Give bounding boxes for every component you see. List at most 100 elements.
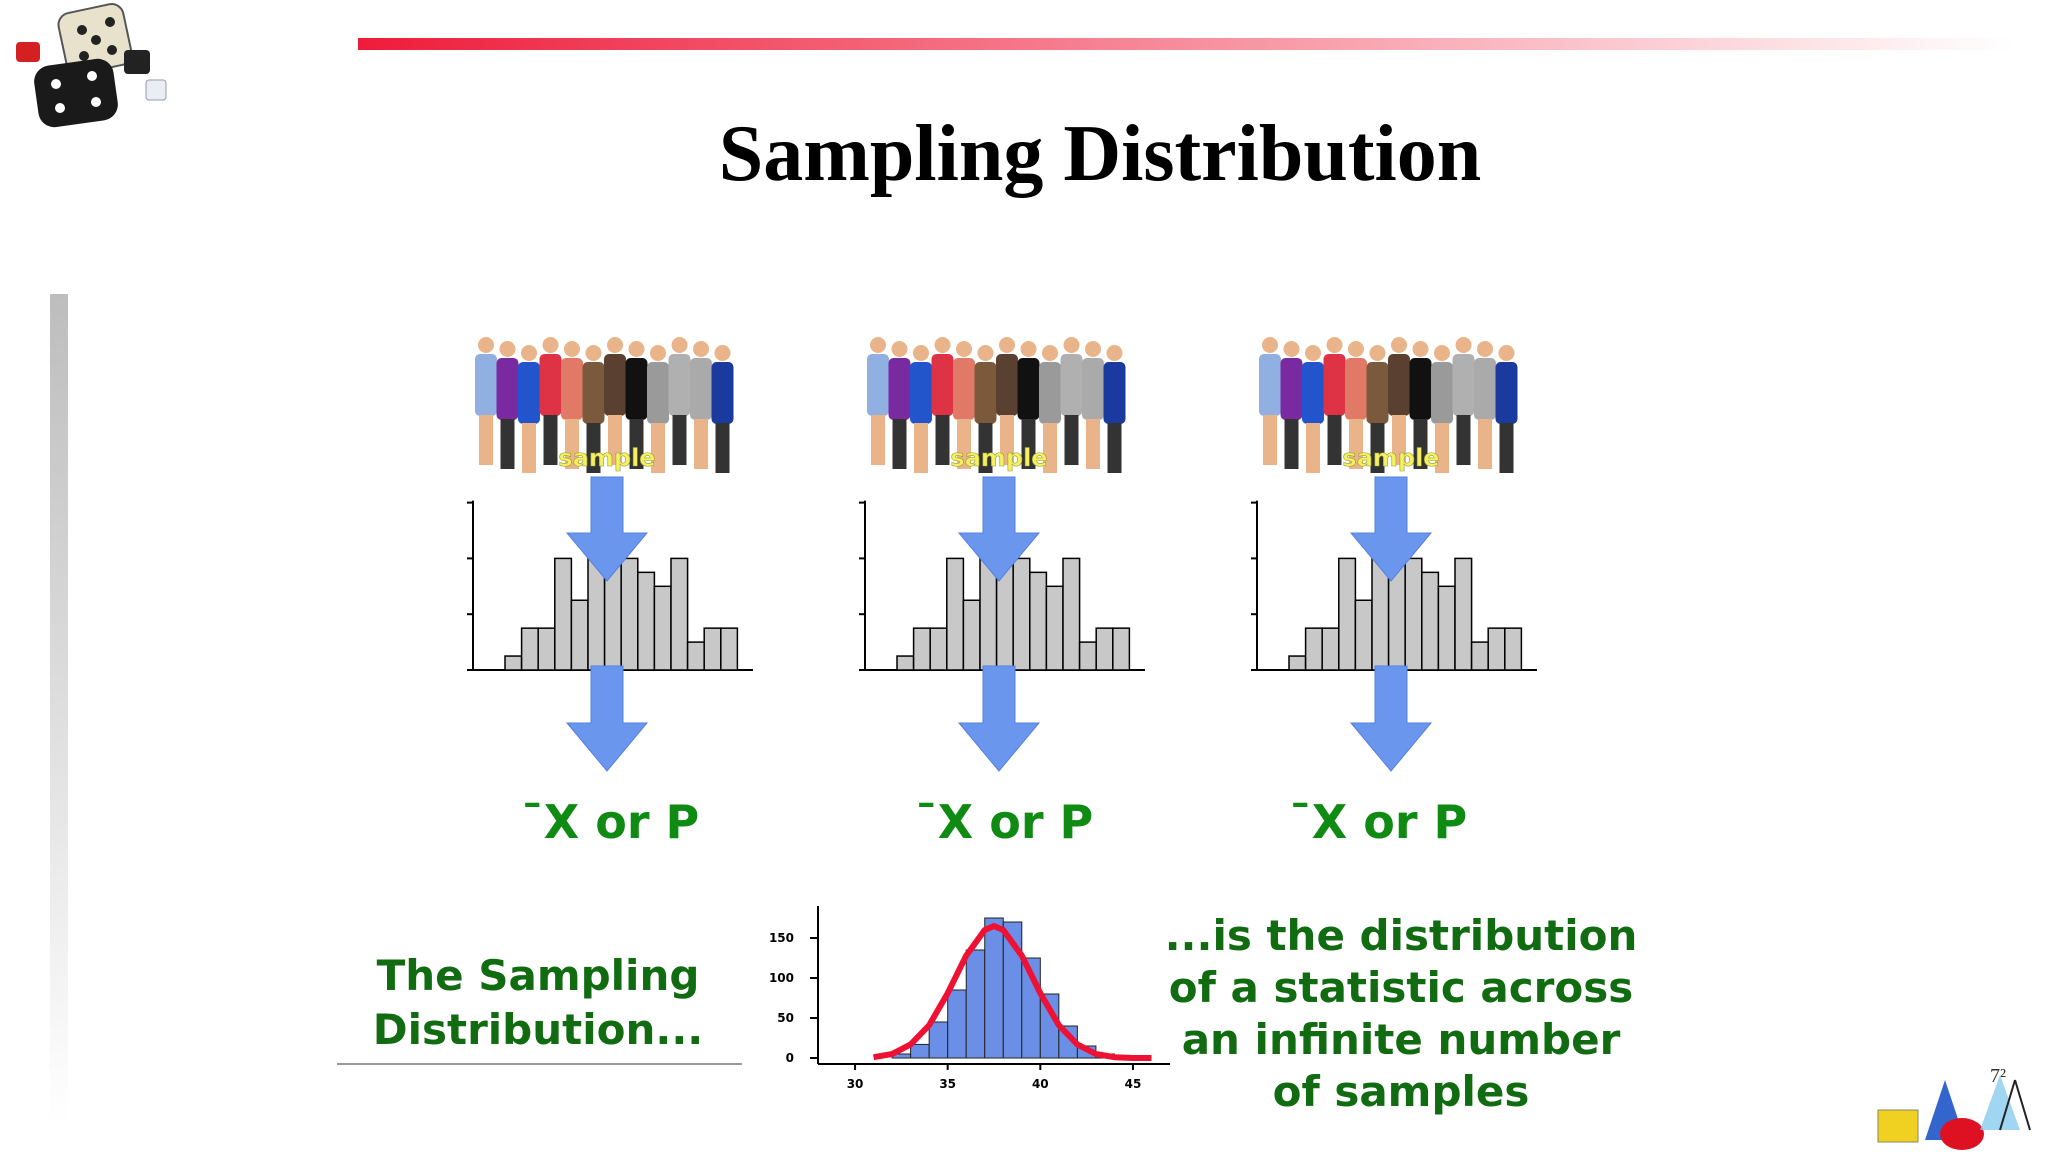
- bar: [1112, 627, 1131, 671]
- bar: [653, 585, 672, 671]
- x-tick-label: 30: [847, 1077, 864, 1091]
- person-head: [607, 337, 623, 353]
- caption-right: an infinite number: [1182, 1015, 1621, 1064]
- x-tick-label: 35: [939, 1077, 956, 1091]
- person-body: [1280, 358, 1303, 420]
- bar: [1470, 641, 1489, 671]
- person-legs: [500, 419, 515, 469]
- person-head: [1477, 341, 1493, 357]
- person-head: [1063, 337, 1080, 353]
- bar: [1304, 627, 1323, 671]
- person-head: [1106, 345, 1123, 361]
- arrow: [957, 476, 1041, 582]
- person-body: [1366, 362, 1389, 424]
- person-head: [956, 341, 972, 357]
- person-body: [668, 354, 691, 416]
- person-head: [499, 341, 516, 357]
- bar: [1062, 557, 1081, 671]
- person-legs: [1499, 423, 1514, 473]
- bar: [537, 627, 556, 671]
- people-group: [867, 337, 1126, 473]
- person-legs: [892, 419, 907, 469]
- bar: [912, 627, 931, 671]
- person-legs: [1043, 423, 1057, 473]
- person-legs: [1413, 419, 1428, 469]
- sample-label: sample: [1342, 444, 1439, 472]
- person-body: [931, 354, 954, 416]
- math-clipart: 7²: [1877, 1065, 2031, 1150]
- person-legs: [1327, 415, 1342, 465]
- person-head: [1020, 341, 1037, 357]
- bar: [965, 949, 986, 1059]
- person-body: [1323, 354, 1346, 416]
- person-legs: [1456, 415, 1471, 465]
- person-head: [977, 345, 994, 361]
- person-head: [478, 337, 494, 353]
- bar: [1437, 585, 1456, 671]
- bar: [1012, 557, 1031, 671]
- person-legs: [1000, 415, 1014, 465]
- person-head: [693, 341, 709, 357]
- dice-icon: [16, 3, 167, 128]
- bar: [1078, 641, 1097, 671]
- person-body: [910, 362, 932, 424]
- people-group: [475, 337, 734, 473]
- arrow: [1349, 665, 1433, 772]
- side-bar: [50, 294, 68, 1124]
- bar: [720, 627, 739, 671]
- person-legs: [1478, 419, 1492, 469]
- person-legs: [479, 415, 493, 465]
- person-body: [711, 362, 734, 424]
- person-legs: [543, 415, 558, 465]
- person-legs: [1284, 419, 1299, 469]
- bar: [1504, 627, 1523, 671]
- bar: [896, 655, 915, 671]
- person-legs: [715, 423, 730, 473]
- bar: [962, 599, 981, 671]
- bar: [946, 557, 965, 671]
- svg-text:7²: 7²: [1990, 1065, 2006, 1087]
- arrow: [565, 665, 649, 772]
- bar: [620, 557, 639, 671]
- person-head: [564, 341, 580, 357]
- bar: [928, 1021, 949, 1059]
- person-head: [542, 337, 559, 353]
- bar: [1404, 557, 1423, 671]
- bar: [637, 571, 656, 671]
- caption-left: The Sampling: [377, 951, 700, 1000]
- person-body: [1302, 362, 1324, 424]
- bar: [1029, 571, 1048, 671]
- person-body: [539, 354, 562, 416]
- person-head: [714, 345, 731, 361]
- person-body: [1345, 358, 1367, 420]
- person-head: [1326, 337, 1343, 353]
- y-tick-label: 0: [786, 1051, 794, 1065]
- person-head: [1391, 337, 1407, 353]
- person-head: [1305, 345, 1321, 361]
- bar: [910, 1043, 930, 1059]
- person-body: [888, 358, 911, 420]
- person-head: [1085, 341, 1101, 357]
- person-head: [1283, 341, 1300, 357]
- person-legs: [629, 419, 644, 469]
- person-legs: [1064, 415, 1079, 465]
- bar: [554, 557, 573, 671]
- person-body: [1082, 358, 1104, 420]
- person-body: [496, 358, 519, 420]
- person-legs: [1021, 419, 1036, 469]
- person-body: [1017, 358, 1040, 420]
- y-tick-label: 50: [777, 1011, 794, 1025]
- person-legs: [871, 415, 885, 465]
- arrow: [565, 476, 649, 582]
- bar: [686, 641, 705, 671]
- bar: [570, 599, 589, 671]
- person-body: [561, 358, 583, 420]
- person-body: [1259, 354, 1281, 416]
- caption-right: of samples: [1273, 1067, 1530, 1116]
- fit-curve: [873, 923, 1152, 1061]
- person-legs: [1107, 423, 1122, 473]
- bar: [947, 989, 967, 1059]
- arrow: [1349, 476, 1433, 582]
